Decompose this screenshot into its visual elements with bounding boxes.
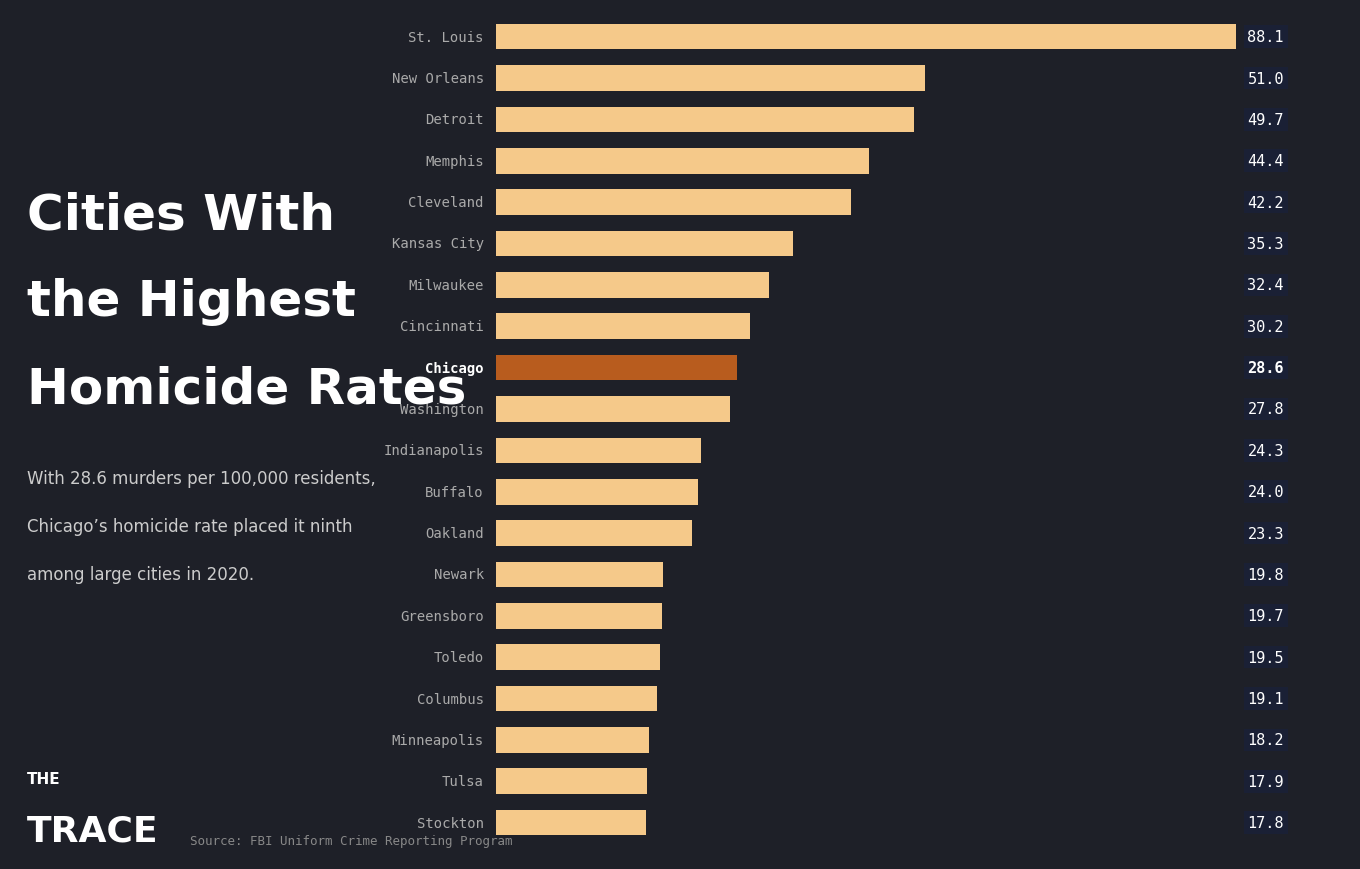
Text: Detroit: Detroit bbox=[426, 113, 484, 127]
Text: 44.4: 44.4 bbox=[1247, 154, 1284, 169]
Text: Chicago’s homicide rate placed it ninth: Chicago’s homicide rate placed it ninth bbox=[27, 517, 352, 535]
Bar bbox=[496, 768, 647, 794]
Text: 49.7: 49.7 bbox=[1247, 113, 1284, 128]
Text: 24.3: 24.3 bbox=[1247, 443, 1284, 458]
Bar bbox=[496, 108, 914, 133]
Text: 24.0: 24.0 bbox=[1247, 485, 1284, 500]
Text: Homicide Rates: Homicide Rates bbox=[27, 365, 466, 413]
Text: Minneapolis: Minneapolis bbox=[392, 733, 484, 747]
Bar bbox=[496, 521, 692, 547]
Bar bbox=[496, 686, 657, 712]
Text: 19.1: 19.1 bbox=[1247, 691, 1284, 706]
Text: With 28.6 murders per 100,000 residents,: With 28.6 murders per 100,000 residents, bbox=[27, 469, 375, 488]
Text: 42.2: 42.2 bbox=[1247, 196, 1284, 210]
Bar bbox=[496, 66, 925, 92]
Bar bbox=[496, 190, 851, 216]
Text: 28.6: 28.6 bbox=[1247, 361, 1284, 375]
Text: 23.3: 23.3 bbox=[1247, 526, 1284, 541]
Bar bbox=[496, 438, 700, 464]
Bar bbox=[496, 396, 730, 422]
Bar bbox=[496, 603, 662, 629]
Bar bbox=[496, 355, 737, 381]
Text: 88.1: 88.1 bbox=[1247, 30, 1284, 45]
Bar bbox=[496, 727, 649, 753]
Text: 35.3: 35.3 bbox=[1247, 236, 1284, 252]
Text: 27.8: 27.8 bbox=[1247, 402, 1284, 417]
Bar bbox=[496, 562, 662, 587]
Text: 19.7: 19.7 bbox=[1247, 608, 1284, 624]
Text: 19.5: 19.5 bbox=[1247, 650, 1284, 665]
Text: Oakland: Oakland bbox=[426, 527, 484, 541]
Text: TRACE: TRACE bbox=[27, 813, 159, 847]
Text: Cleveland: Cleveland bbox=[408, 196, 484, 210]
Text: among large cities in 2020.: among large cities in 2020. bbox=[27, 565, 254, 583]
Bar bbox=[496, 231, 793, 257]
Text: Columbus: Columbus bbox=[416, 692, 484, 706]
Text: Cities With: Cities With bbox=[27, 191, 335, 239]
Bar bbox=[496, 810, 646, 835]
Text: Milwaukee: Milwaukee bbox=[408, 279, 484, 293]
Text: 19.8: 19.8 bbox=[1247, 567, 1284, 582]
Text: 32.4: 32.4 bbox=[1247, 278, 1284, 293]
Text: New Orleans: New Orleans bbox=[392, 72, 484, 86]
Text: Stockton: Stockton bbox=[416, 816, 484, 830]
Bar bbox=[496, 314, 751, 340]
Text: Memphis: Memphis bbox=[426, 155, 484, 169]
Text: Tulsa: Tulsa bbox=[442, 774, 484, 788]
Bar bbox=[496, 25, 1236, 50]
Text: Source: FBI Uniform Crime Reporting Program: Source: FBI Uniform Crime Reporting Prog… bbox=[190, 834, 513, 847]
Text: Newark: Newark bbox=[434, 567, 484, 581]
Text: Cincinnati: Cincinnati bbox=[400, 320, 484, 334]
Text: 51.0: 51.0 bbox=[1247, 71, 1284, 86]
Text: 30.2: 30.2 bbox=[1247, 320, 1284, 335]
Text: 17.8: 17.8 bbox=[1247, 815, 1284, 830]
Text: 17.9: 17.9 bbox=[1247, 774, 1284, 789]
Text: Washington: Washington bbox=[400, 402, 484, 416]
Text: 18.2: 18.2 bbox=[1247, 733, 1284, 747]
Bar bbox=[496, 645, 660, 670]
Bar bbox=[496, 273, 768, 298]
Text: THE: THE bbox=[27, 772, 61, 786]
Text: Indianapolis: Indianapolis bbox=[384, 444, 484, 458]
Text: the Highest: the Highest bbox=[27, 278, 356, 326]
Text: Buffalo: Buffalo bbox=[426, 485, 484, 499]
Bar bbox=[496, 480, 698, 505]
Text: St. Louis: St. Louis bbox=[408, 30, 484, 44]
Text: Toledo: Toledo bbox=[434, 650, 484, 665]
Text: Kansas City: Kansas City bbox=[392, 237, 484, 251]
Text: Chicago: Chicago bbox=[426, 362, 484, 375]
Text: Greensboro: Greensboro bbox=[400, 609, 484, 623]
Bar bbox=[496, 149, 869, 175]
